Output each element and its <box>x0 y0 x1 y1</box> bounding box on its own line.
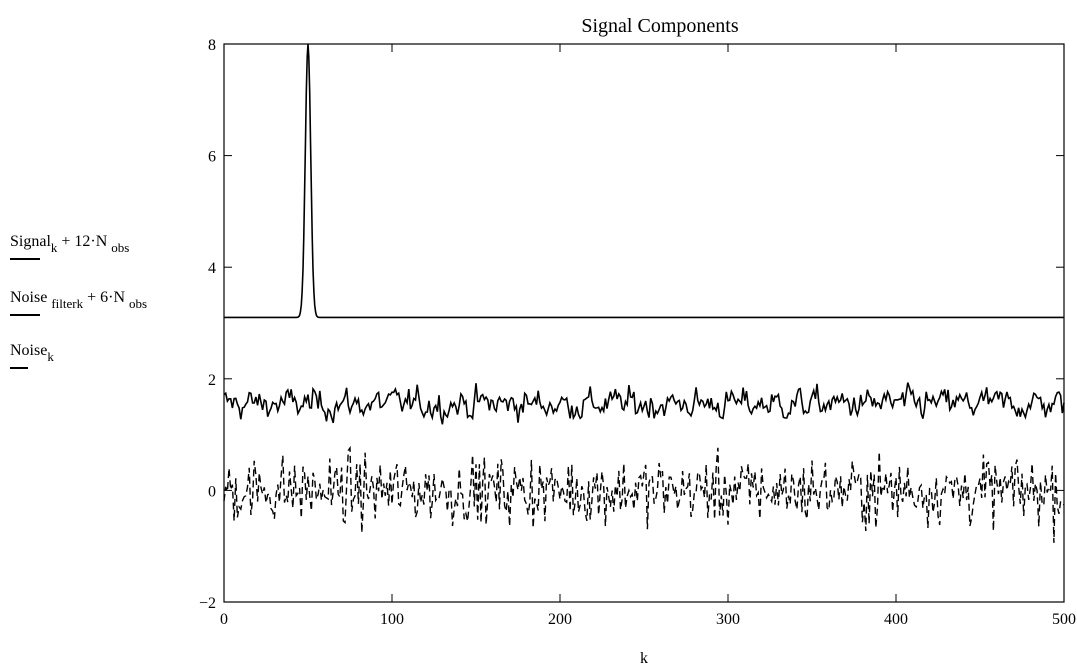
legend-noise-filter-expr: + 6·N <box>83 289 129 306</box>
legend-signal-expr: + 12·N <box>57 233 112 250</box>
series-layer <box>223 43 1065 543</box>
y-tick-label: 8 <box>208 37 216 54</box>
x-tick-label: 300 <box>716 611 740 628</box>
y-tick-label: 2 <box>208 372 216 389</box>
y-tick-label: 4 <box>208 260 216 277</box>
legend-noise-filter-sub-k: k <box>76 296 84 311</box>
x-tick-label: 200 <box>548 611 572 628</box>
legend-signal: Signalk + 12·N obs <box>10 234 129 260</box>
series-noise-line <box>223 445 1065 543</box>
x-tick-label: 0 <box>220 611 228 628</box>
y-tick-label: 6 <box>208 149 216 166</box>
legend-noise-filter-sub: filter <box>51 296 77 311</box>
legend-signal-text: Signal <box>10 233 51 250</box>
plot-frame <box>223 43 1065 603</box>
y-tick-label: −2 <box>199 595 216 612</box>
series-signal-line <box>224 43 1064 319</box>
y-tick-label: 0 <box>208 483 216 500</box>
legend-noise-filter-swatch <box>10 314 40 316</box>
legend-noise-swatch <box>10 367 28 369</box>
legend-noise-sub-k: k <box>47 349 54 364</box>
legend-signal-swatch <box>10 258 40 260</box>
legend-noise: Noisek <box>10 343 54 369</box>
legend-noise-text: Noise <box>10 342 48 359</box>
legend-noise-filter-sub-obs: obs <box>129 296 148 311</box>
legend-noise-filter-text: Noise <box>10 289 52 306</box>
chart-title: Signal Components <box>581 15 738 37</box>
series-noise-filter-line <box>223 382 1065 425</box>
legend-signal-sub-k: k <box>50 240 58 255</box>
legend-noise-filter: Noise filterk + 6·N obs <box>10 290 147 316</box>
x-axis-label: k <box>640 650 648 667</box>
legend-signal-sub-obs: obs <box>111 240 130 255</box>
x-tick-label: 500 <box>1052 611 1076 628</box>
x-tick-label: 100 <box>380 611 404 628</box>
x-tick-label: 400 <box>884 611 908 628</box>
